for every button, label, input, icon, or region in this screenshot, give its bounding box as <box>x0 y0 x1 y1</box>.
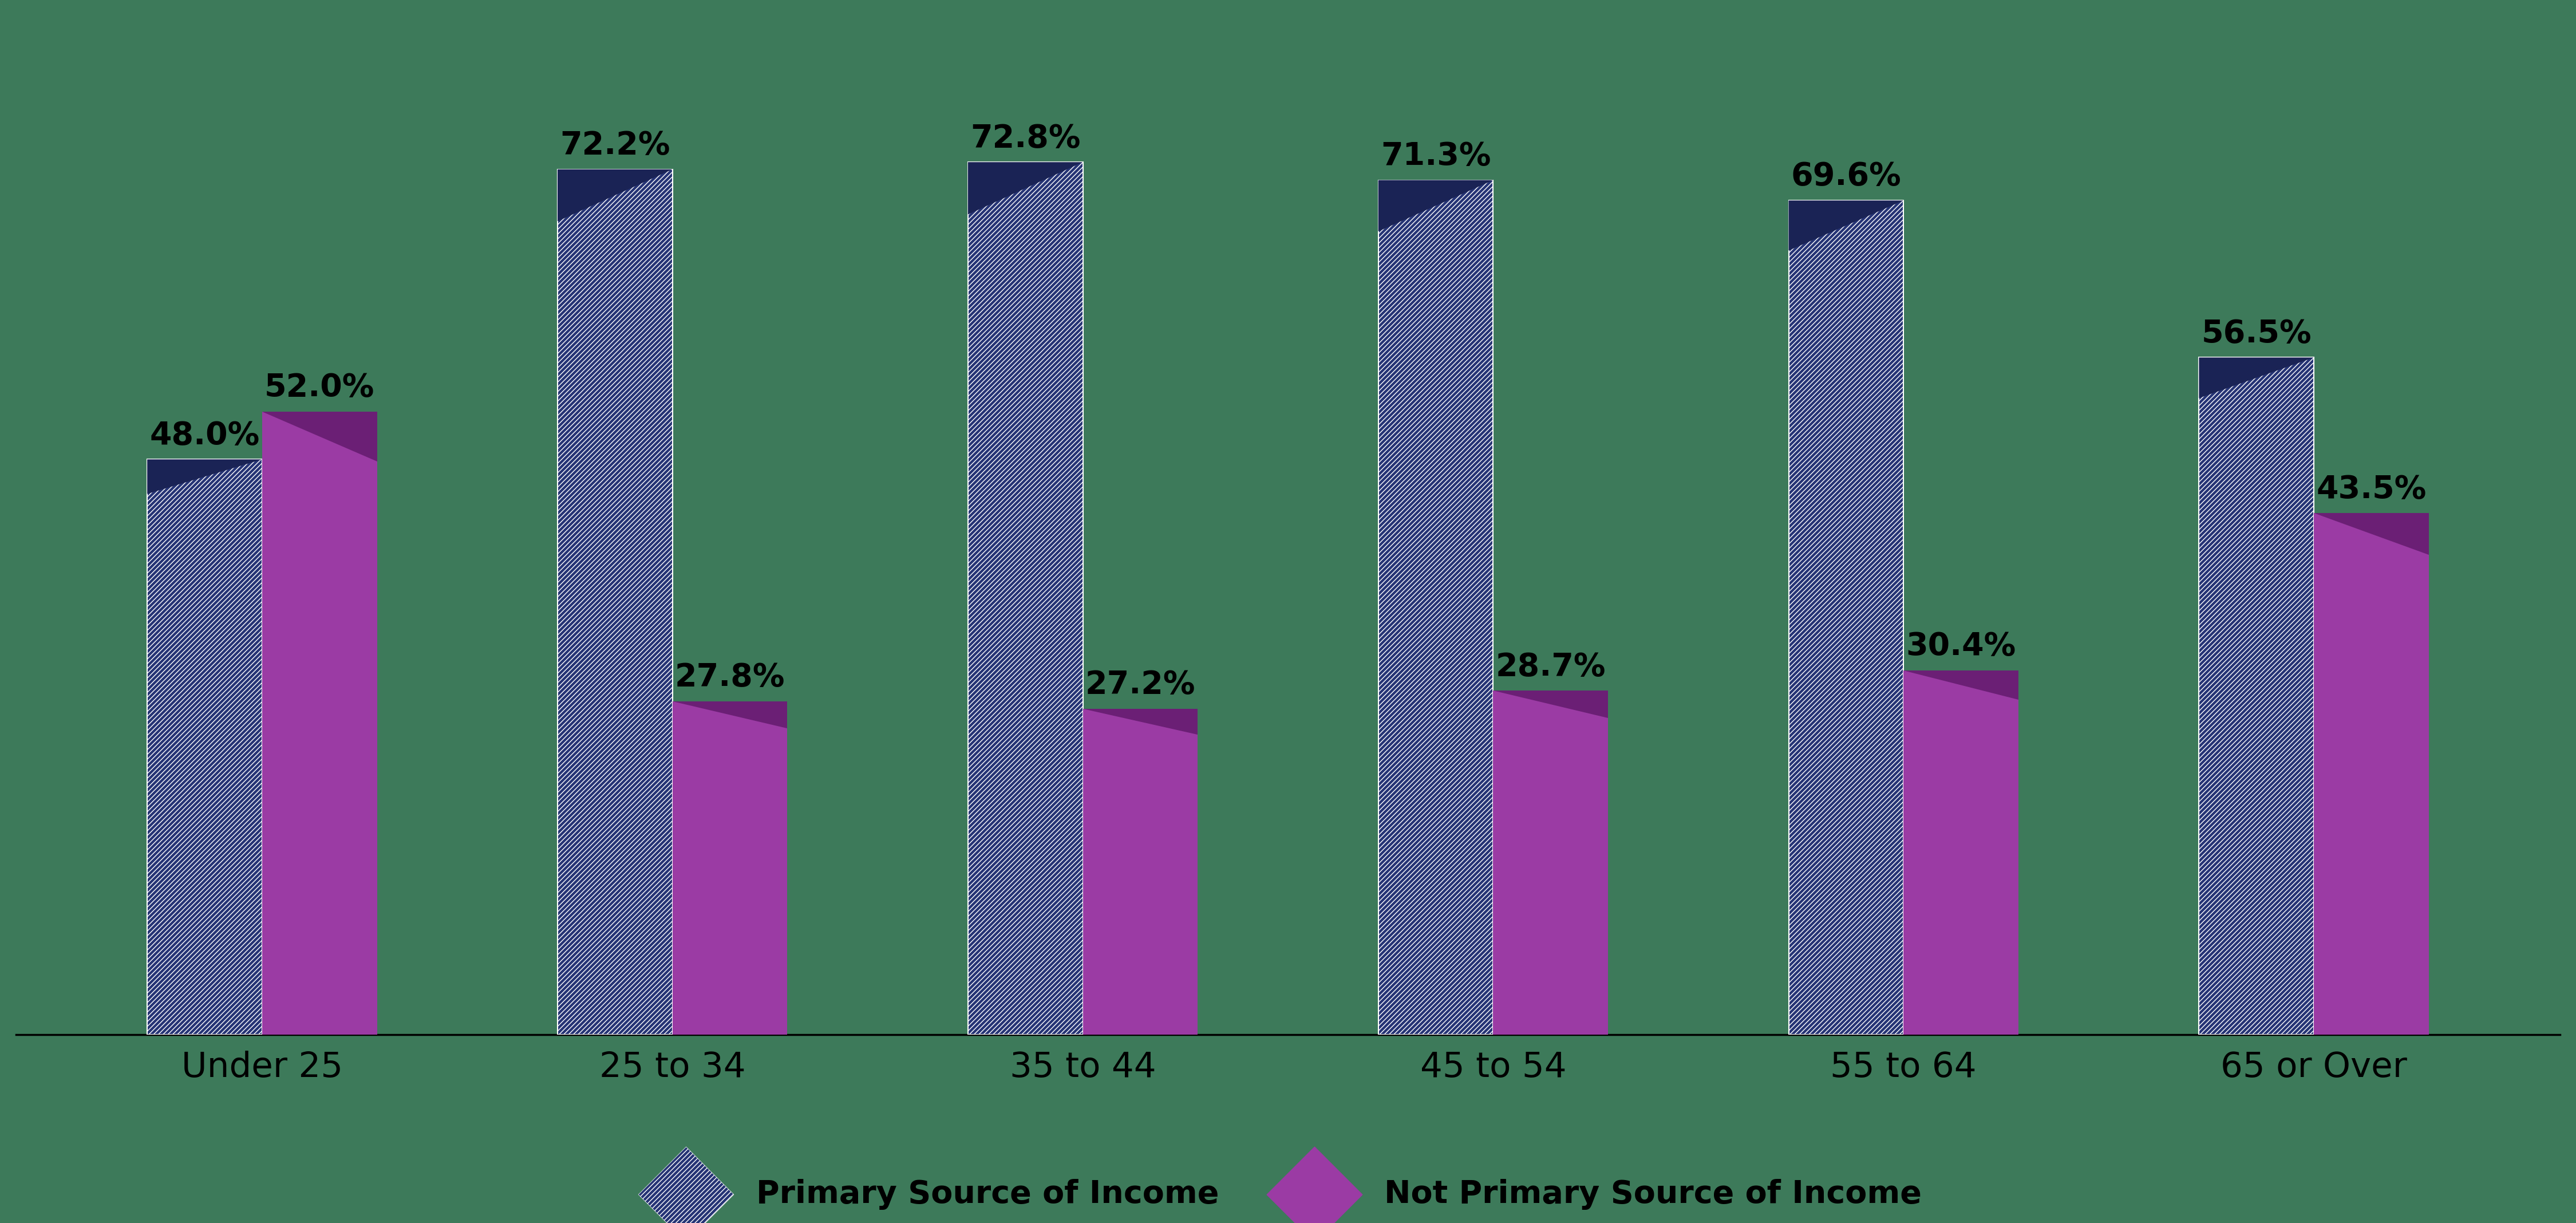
Text: 30.4%: 30.4% <box>1906 631 2017 662</box>
Polygon shape <box>672 702 788 728</box>
Polygon shape <box>1082 708 1198 735</box>
Text: 56.5%: 56.5% <box>2202 318 2311 349</box>
Legend: Primary Source of Income, Not Primary Source of Income: Primary Source of Income, Not Primary So… <box>641 1167 1935 1223</box>
Text: 71.3%: 71.3% <box>1381 141 1492 171</box>
Bar <box>1494 691 1607 1035</box>
Text: 52.0%: 52.0% <box>265 372 374 404</box>
Polygon shape <box>1904 670 2020 700</box>
Bar <box>263 411 376 1035</box>
Bar <box>147 460 263 1035</box>
Polygon shape <box>1378 180 1494 231</box>
Bar <box>1788 201 1904 1035</box>
Text: 27.2%: 27.2% <box>1084 669 1195 701</box>
Text: 72.2%: 72.2% <box>559 130 670 161</box>
Text: 48.0%: 48.0% <box>149 419 260 451</box>
Text: 72.8%: 72.8% <box>971 122 1079 154</box>
Polygon shape <box>969 163 1082 214</box>
Bar <box>2313 514 2429 1035</box>
Text: 28.7%: 28.7% <box>1497 652 1605 682</box>
Bar <box>672 702 788 1035</box>
Polygon shape <box>1494 691 1607 718</box>
Polygon shape <box>147 460 263 494</box>
Bar <box>556 169 672 1035</box>
Polygon shape <box>1788 201 1904 251</box>
Bar <box>969 163 1082 1035</box>
Polygon shape <box>556 169 672 221</box>
Text: 27.8%: 27.8% <box>675 662 786 693</box>
Text: 69.6%: 69.6% <box>1790 161 1901 192</box>
Text: 43.5%: 43.5% <box>2316 475 2427 505</box>
Bar <box>1904 670 2020 1035</box>
Polygon shape <box>2200 357 2313 399</box>
Bar <box>2200 357 2313 1035</box>
Bar <box>1082 708 1198 1035</box>
Polygon shape <box>2313 514 2429 555</box>
Polygon shape <box>263 411 376 461</box>
Bar <box>1378 180 1494 1035</box>
